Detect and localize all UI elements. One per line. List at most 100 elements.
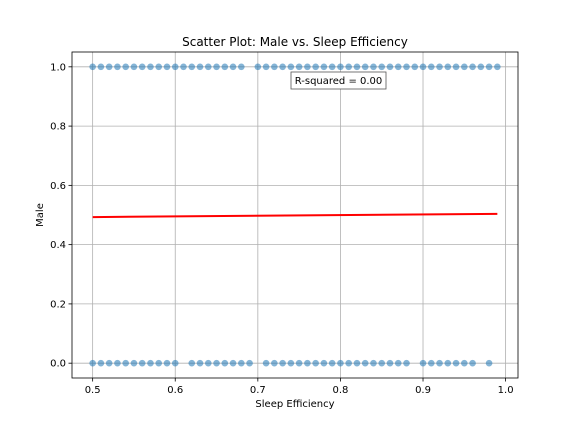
- data-point: [312, 359, 319, 367]
- data-point: [271, 359, 278, 367]
- data-point: [138, 359, 146, 367]
- data-point: [394, 359, 402, 367]
- data-point: [378, 359, 386, 367]
- data-point: [171, 359, 179, 367]
- data-point: [155, 359, 163, 367]
- data-point: [411, 63, 419, 71]
- data-point: [345, 63, 352, 71]
- data-point: [130, 63, 138, 71]
- data-point: [204, 359, 212, 367]
- y-tick-label: 0.8: [50, 122, 66, 133]
- data-point: [287, 359, 295, 367]
- data-point: [312, 63, 319, 71]
- data-point: [163, 63, 171, 71]
- x-tick-label: 0.6: [167, 385, 183, 396]
- x-tick-label: 0.9: [415, 385, 431, 396]
- data-point: [147, 359, 154, 367]
- data-point: [469, 63, 476, 71]
- data-point: [328, 63, 336, 71]
- data-point: [427, 359, 435, 367]
- data-point: [287, 63, 295, 71]
- data-point: [436, 359, 443, 367]
- data-point: [122, 359, 129, 367]
- y-tick-label: 1.0: [50, 62, 66, 73]
- data-point: [279, 63, 286, 71]
- data-point: [105, 63, 113, 71]
- data-point: [105, 359, 113, 367]
- x-tick-label: 0.7: [250, 385, 266, 396]
- data-point: [97, 359, 105, 367]
- data-point: [221, 359, 229, 367]
- data-point: [361, 359, 369, 367]
- data-point: [386, 359, 394, 367]
- data-point: [320, 63, 328, 71]
- data-point: [444, 63, 452, 71]
- axis-ticks: 0.5 0.6 0.7 0.8 0.9 1.0 0.0 0.2 0.4 0.6 0.8 1.0: [50, 62, 513, 396]
- data-point: [271, 63, 278, 71]
- data-point: [328, 359, 336, 367]
- y-tick-label: 0.4: [50, 240, 66, 251]
- data-point: [427, 63, 435, 71]
- data-point: [403, 359, 410, 367]
- data-point: [279, 359, 286, 367]
- data-point: [419, 359, 427, 367]
- data-point: [155, 63, 163, 71]
- data-point: [403, 63, 410, 71]
- data-point: [477, 63, 485, 71]
- data-point: [485, 359, 493, 367]
- data-point: [262, 359, 270, 367]
- data-point: [295, 63, 303, 71]
- data-point: [213, 63, 220, 71]
- data-points: [89, 63, 501, 367]
- data-point: [262, 63, 270, 71]
- x-tick-label: 0.8: [332, 385, 348, 396]
- annotation-box: [290, 71, 387, 90]
- data-point: [485, 63, 493, 71]
- data-point: [436, 63, 443, 71]
- data-point: [370, 63, 377, 71]
- data-point: [469, 359, 476, 367]
- data-point: [180, 63, 187, 71]
- chart-title: Scatter Plot: Male vs. Sleep Efficiency: [182, 35, 408, 49]
- data-point: [353, 359, 361, 367]
- data-point: [337, 359, 344, 367]
- data-point: [171, 63, 179, 71]
- data-point: [196, 63, 204, 71]
- data-point: [461, 63, 468, 71]
- data-point: [188, 63, 196, 71]
- data-point: [452, 63, 460, 71]
- data-point: [452, 359, 460, 367]
- data-point: [147, 63, 154, 71]
- data-point: [89, 359, 96, 367]
- data-point: [254, 63, 262, 71]
- data-point: [353, 63, 361, 71]
- data-point: [361, 63, 369, 71]
- r-squared-annotation: R-squared = 0.00: [290, 71, 387, 90]
- data-point: [204, 63, 212, 71]
- y-tick-label: 0.2: [50, 299, 66, 310]
- x-axis-label: Sleep Efficiency: [255, 399, 334, 410]
- data-point: [229, 63, 237, 71]
- plot-frame: [71, 51, 519, 379]
- regression-line-layer: [92, 212, 498, 219]
- y-tick-label: 0.6: [50, 181, 66, 192]
- annotation-text: R-squared = 0.00: [295, 76, 383, 87]
- data-point: [238, 63, 245, 71]
- data-point: [444, 359, 452, 367]
- data-point: [196, 359, 204, 367]
- data-point: [304, 359, 311, 367]
- data-point: [494, 63, 501, 71]
- data-point: [213, 359, 220, 367]
- data-point: [97, 63, 105, 71]
- data-point: [337, 63, 344, 71]
- data-point: [345, 359, 352, 367]
- data-point: [221, 63, 229, 71]
- data-point: [89, 63, 96, 71]
- x-tick-label: 0.5: [85, 385, 101, 396]
- y-axis-label: Male: [35, 203, 46, 227]
- data-point: [386, 63, 394, 71]
- data-point: [114, 359, 121, 367]
- data-point: [419, 63, 427, 71]
- data-point: [461, 359, 468, 367]
